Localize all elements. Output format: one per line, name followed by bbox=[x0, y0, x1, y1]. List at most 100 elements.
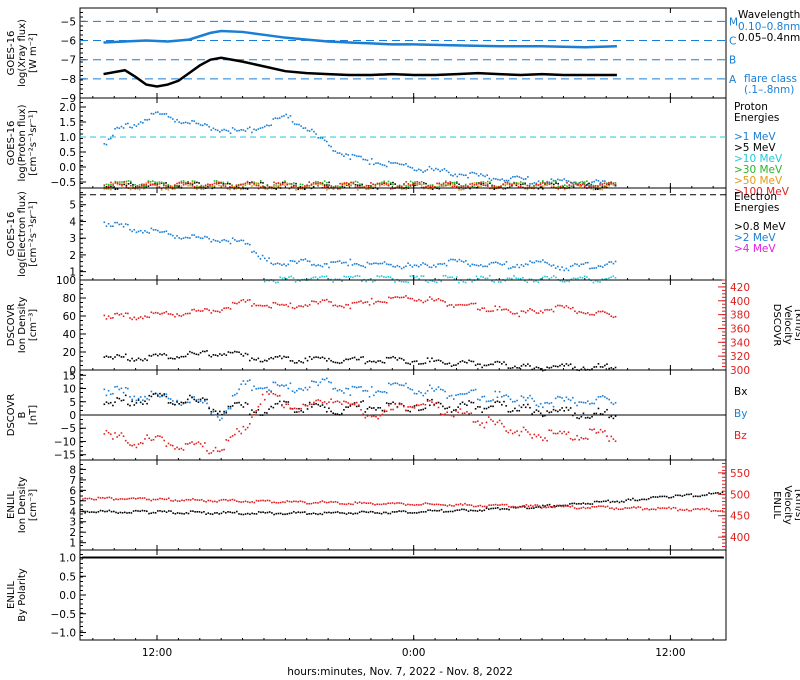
data-point bbox=[533, 507, 535, 509]
data-point bbox=[451, 182, 454, 184]
data-point bbox=[522, 396, 525, 399]
data-point bbox=[503, 263, 506, 266]
data-point bbox=[244, 301, 247, 303]
data-point bbox=[453, 505, 455, 507]
data-point bbox=[409, 503, 411, 506]
data-point bbox=[603, 278, 606, 281]
data-point bbox=[520, 177, 523, 179]
data-point bbox=[150, 112, 153, 115]
data-point bbox=[323, 180, 326, 182]
data-point bbox=[224, 185, 227, 188]
data-point bbox=[513, 275, 515, 277]
data-point bbox=[200, 186, 203, 188]
data-point bbox=[494, 261, 497, 264]
data-point bbox=[330, 145, 332, 148]
data-point bbox=[383, 410, 386, 413]
data-point bbox=[568, 184, 571, 186]
data-point bbox=[159, 396, 161, 398]
data-point bbox=[277, 512, 280, 515]
data-point bbox=[411, 406, 414, 409]
data-point bbox=[196, 188, 198, 191]
data-point bbox=[225, 239, 228, 242]
data-point bbox=[249, 501, 251, 504]
data-point bbox=[248, 379, 251, 381]
data-point bbox=[436, 182, 438, 185]
data-point bbox=[407, 184, 410, 186]
data-point bbox=[447, 184, 449, 186]
data-point bbox=[328, 401, 330, 403]
data-point bbox=[539, 506, 542, 509]
data-point bbox=[90, 511, 93, 513]
data-point bbox=[440, 504, 442, 506]
data-point bbox=[285, 384, 287, 387]
data-point bbox=[571, 502, 573, 505]
data-point bbox=[180, 182, 183, 184]
data-point bbox=[420, 186, 423, 189]
data-point bbox=[597, 407, 600, 410]
data-point bbox=[475, 505, 477, 508]
data-point bbox=[281, 384, 283, 386]
data-point bbox=[222, 498, 225, 501]
data-point bbox=[429, 503, 431, 505]
data-point bbox=[317, 403, 320, 406]
y-right-tick-label: 340 bbox=[730, 337, 750, 349]
data-point bbox=[255, 499, 258, 502]
data-point bbox=[677, 509, 679, 512]
data-point bbox=[326, 184, 328, 186]
data-point bbox=[353, 263, 356, 265]
data-point bbox=[261, 360, 264, 363]
data-point bbox=[302, 305, 305, 308]
data-point bbox=[171, 234, 174, 237]
data-point bbox=[328, 184, 330, 187]
data-point bbox=[238, 351, 240, 354]
data-point bbox=[122, 225, 125, 228]
data-point bbox=[376, 503, 378, 506]
data-point bbox=[372, 503, 374, 505]
data-point bbox=[506, 183, 509, 186]
data-point bbox=[244, 352, 247, 355]
data-point bbox=[714, 492, 717, 494]
data-point bbox=[544, 182, 546, 184]
data-point bbox=[178, 185, 181, 187]
data-point bbox=[592, 188, 595, 191]
data-point bbox=[439, 299, 442, 302]
data-point bbox=[533, 310, 536, 312]
data-point bbox=[325, 275, 328, 278]
y-axis-label: GOES-16 bbox=[6, 31, 17, 76]
data-point bbox=[362, 302, 364, 304]
data-point bbox=[422, 403, 425, 405]
data-point bbox=[338, 278, 341, 281]
data-point bbox=[544, 182, 546, 185]
data-point bbox=[195, 236, 198, 238]
data-point bbox=[200, 188, 203, 191]
data-point bbox=[553, 185, 555, 188]
data-point bbox=[530, 278, 533, 281]
data-point bbox=[334, 500, 337, 503]
data-point bbox=[612, 184, 615, 186]
data-point bbox=[300, 361, 302, 363]
data-point bbox=[422, 171, 424, 173]
data-point bbox=[449, 276, 451, 279]
data-point bbox=[533, 184, 535, 187]
data-point bbox=[542, 415, 544, 418]
data-point bbox=[435, 401, 438, 404]
data-point bbox=[282, 181, 284, 184]
data-point bbox=[219, 311, 221, 313]
data-point bbox=[278, 263, 281, 265]
data-point bbox=[600, 500, 603, 503]
data-point bbox=[291, 408, 294, 410]
data-point bbox=[471, 182, 474, 185]
data-point bbox=[557, 304, 559, 307]
data-point bbox=[381, 361, 384, 364]
data-point bbox=[167, 185, 170, 188]
data-point bbox=[564, 188, 566, 191]
data-point bbox=[345, 303, 347, 306]
y-right-label: [km/s] bbox=[793, 309, 800, 341]
data-point bbox=[323, 501, 326, 503]
data-point bbox=[606, 363, 608, 365]
data-point bbox=[209, 513, 212, 515]
data-point bbox=[338, 388, 341, 391]
data-point bbox=[214, 354, 217, 356]
y-tick-label: 8 bbox=[69, 464, 76, 476]
legend-entry: 0.05–0.4nm bbox=[738, 32, 800, 44]
